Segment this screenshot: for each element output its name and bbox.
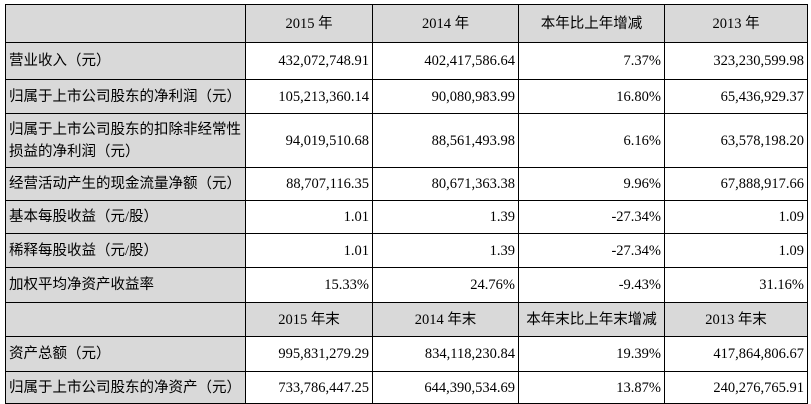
row-label: 经营活动产生的现金流量净额（元） — [5, 167, 246, 201]
table-cell: 19.39% — [518, 336, 665, 372]
table-cell: 90,080,983.99 — [372, 79, 519, 114]
row-label: 资产总额（元） — [5, 336, 246, 372]
table-cell: 63,578,198.20 — [664, 113, 808, 168]
row-label: 稀释每股收益（元/股） — [5, 233, 246, 268]
table-cell: 834,118,230.84 — [372, 336, 519, 372]
row-label: 基本每股收益（元/股） — [5, 200, 246, 234]
table-cell: 88,707,116.35 — [245, 167, 373, 201]
table-row: 营业收入（元） 432,072,748.91 402,417,586.64 7.37%… — [5, 42, 808, 80]
table-cell: 1.39 — [372, 200, 519, 234]
column-header — [5, 4, 246, 43]
table-cell: 80,671,363.38 — [372, 167, 519, 201]
table-cell: -27.34% — [518, 233, 665, 268]
table-cell: 733,786,447.25 — [245, 371, 373, 404]
table-cell: 7.37% — [518, 42, 665, 80]
header-row-year-end: 2015 年末 2014 年末 本年末比上年末增减 2013 年末 — [5, 302, 808, 337]
table-row: 经营活动产生的现金流量净额（元） 88,707,116.35 80,671,363.… — [5, 167, 808, 201]
table-cell: 24.76% — [372, 267, 519, 303]
row-label: 营业收入（元） — [5, 42, 246, 80]
column-header: 本年末比上年末增减 — [518, 302, 665, 337]
table-cell: 9.96% — [518, 167, 665, 201]
table-cell: 31.16% — [664, 267, 808, 303]
table-row: 稀释每股收益（元/股） 1.01 1.39 -27.34% 1.09 — [5, 233, 808, 268]
table-row: 加权平均净资产收益率 15.33% 24.76% -9.43% 31.16% — [5, 267, 808, 303]
table-row: 归属于上市公司股东的净利润（元） 105,213,360.14 90,080,983… — [5, 79, 808, 114]
table-cell: 1.09 — [664, 233, 808, 268]
table-cell: 995,831,279.29 — [245, 336, 373, 372]
column-header — [5, 302, 246, 337]
column-header: 2014 年末 — [372, 302, 519, 337]
table-cell: 644,390,534.69 — [372, 371, 519, 404]
table-cell: 16.80% — [518, 79, 665, 114]
table-cell: 432,072,748.91 — [245, 42, 373, 80]
table-cell: 1.01 — [245, 233, 373, 268]
row-label: 归属于上市公司股东的扣除非经常性损益的净利润（元） — [5, 113, 246, 168]
table-cell: 1.09 — [664, 200, 808, 234]
table-cell: 13.87% — [518, 371, 665, 404]
table-cell: 323,230,599.98 — [664, 42, 808, 80]
table-cell: 15.33% — [245, 267, 373, 303]
row-label: 归属于上市公司股东的净资产（元） — [5, 371, 246, 404]
table-cell: 65,436,929.37 — [664, 79, 808, 114]
column-header: 2014 年 — [372, 4, 519, 43]
column-header: 2013 年 — [664, 4, 808, 43]
table-cell: -9.43% — [518, 267, 665, 303]
table-cell: 1.39 — [372, 233, 519, 268]
column-header: 2013 年末 — [664, 302, 808, 337]
table-cell: 94,019,510.68 — [245, 113, 373, 168]
table-cell: 402,417,586.64 — [372, 42, 519, 80]
table-cell: 1.01 — [245, 200, 373, 234]
table-row: 归属于上市公司股东的扣除非经常性损益的净利润（元） 94,019,510.68 88… — [5, 113, 808, 168]
header-row-annual: 2015 年 2014 年本年比上年增减 2013 年 — [5, 4, 808, 43]
table-cell: 105,213,360.14 — [245, 79, 373, 114]
column-header: 本年比上年增减 — [518, 4, 665, 43]
table-cell: 88,561,493.98 — [372, 113, 519, 168]
table-cell: -27.34% — [518, 200, 665, 234]
table-row: 归属于上市公司股东的净资产（元） 733,786,447.25 644,390,53… — [5, 371, 808, 404]
table-cell: 240,276,765.91 — [664, 371, 808, 404]
table-cell: 6.16% — [518, 113, 665, 168]
table-row: 资产总额（元） 995,831,279.29 834,118,230.84 19.39… — [5, 336, 808, 372]
table-cell: 67,888,917.66 — [664, 167, 808, 201]
column-header: 2015 年末 — [245, 302, 373, 337]
row-label: 归属于上市公司股东的净利润（元） — [5, 79, 246, 114]
column-header: 2015 年 — [245, 4, 373, 43]
row-label: 加权平均净资产收益率 — [5, 267, 246, 303]
financial-summary-table: 2015 年 2014 年本年比上年增减 2013 年营业收入（元） 432,072,… — [5, 4, 808, 404]
table-cell: 417,864,806.67 — [664, 336, 808, 372]
table-row: 基本每股收益（元/股） 1.01 1.39 -27.34% 1.09 — [5, 200, 808, 234]
